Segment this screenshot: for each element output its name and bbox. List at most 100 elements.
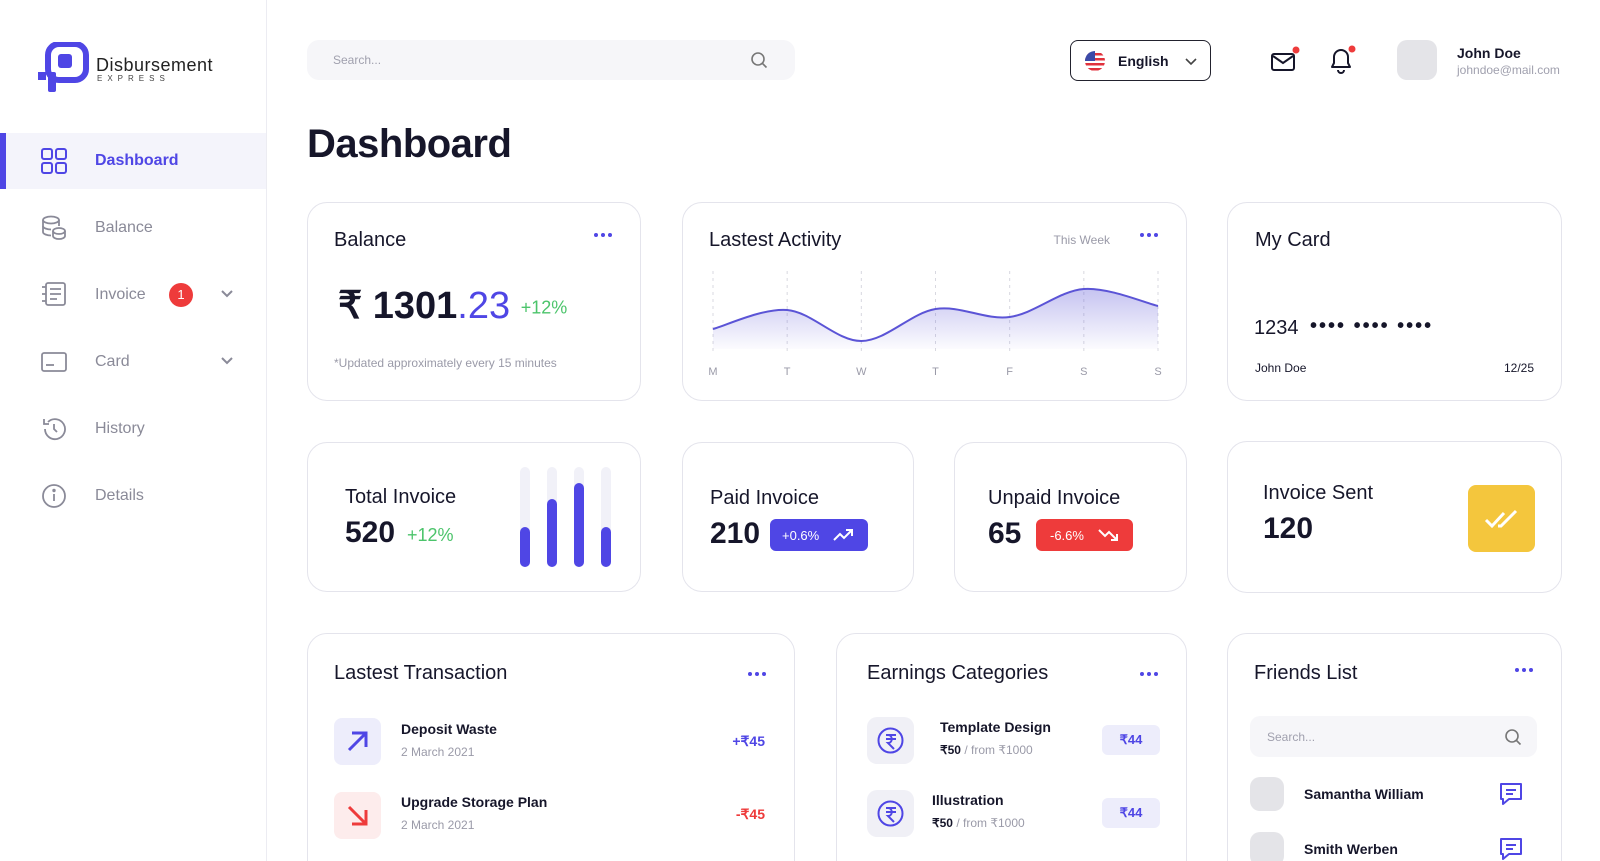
- transaction-amount: +₹45: [732, 733, 765, 749]
- friend-avatar: [1250, 777, 1284, 811]
- friend-name: Samantha William: [1304, 786, 1424, 802]
- sent-icon: [1468, 485, 1535, 552]
- amount-decimal: .23: [457, 285, 511, 327]
- bar: [547, 499, 557, 567]
- transaction-name: Upgrade Storage Plan: [401, 794, 548, 810]
- x-tick-label: M: [708, 366, 717, 378]
- card-title: Balance: [334, 229, 407, 251]
- balance-note: *Updated approximately every 15 minutes: [334, 356, 557, 370]
- nav-icon: [43, 418, 66, 441]
- nav-label: Details: [95, 487, 144, 504]
- nav-label: Dashboard: [95, 152, 179, 169]
- nav-icon: [42, 484, 66, 508]
- brand-name: Disbursement: [96, 55, 214, 75]
- category-name: Template Design: [940, 719, 1051, 735]
- menu-button[interactable]: [748, 672, 766, 678]
- language-select[interactable]: English: [1070, 40, 1211, 81]
- flag-icon: [1085, 51, 1105, 71]
- nav-item[interactable]: Card: [0, 334, 266, 390]
- card-title: My Card: [1255, 229, 1331, 251]
- nav-item[interactable]: Balance: [0, 200, 266, 256]
- trend-down-icon: [1098, 529, 1118, 541]
- currency-symbol: ₹: [338, 285, 363, 327]
- trend-up-icon: [833, 529, 853, 541]
- invoice-value: 120: [1263, 512, 1314, 545]
- x-tick-label: T: [932, 366, 939, 378]
- transaction-icon: [334, 792, 381, 839]
- menu-button[interactable]: [1140, 233, 1158, 239]
- rupee-icon: [877, 800, 904, 827]
- search-placeholder: Search...: [1267, 730, 1316, 744]
- unpaid-invoice-card: Unpaid Invoice 65 -6.6%: [954, 442, 1187, 592]
- change-badge: -6.6%: [1036, 519, 1133, 551]
- logo-icon: [38, 42, 89, 92]
- sidebar: Disbursement EXPRESS Dashboard Balance I…: [0, 0, 267, 861]
- price-from: / from ₹1000: [964, 743, 1033, 757]
- chat-button[interactable]: [1497, 780, 1525, 808]
- arrow-up-icon: [347, 731, 368, 752]
- arrow-down-icon: [347, 805, 368, 826]
- invoice-value: 520: [345, 516, 396, 549]
- nav-item[interactable]: History: [0, 401, 266, 457]
- change-label: -6.6%: [1050, 528, 1084, 543]
- nav-item[interactable]: Dashboard: [0, 133, 266, 189]
- card-title: Paid Invoice: [710, 487, 819, 509]
- x-tick-label: T: [784, 366, 791, 378]
- nav-label: Card: [95, 353, 130, 370]
- period-label[interactable]: This Week: [1053, 233, 1110, 247]
- card-title: Total Invoice: [345, 486, 457, 508]
- category-name: Illustration: [932, 792, 1004, 808]
- notification-button[interactable]: [1327, 44, 1357, 76]
- search-icon: [751, 52, 768, 69]
- chevron[interactable]: [220, 356, 234, 366]
- bar: [520, 527, 530, 567]
- activity-area: [713, 288, 1158, 349]
- transaction-amount: -₹45: [735, 806, 765, 822]
- price-from: / from ₹1000: [956, 816, 1025, 830]
- menu-button[interactable]: [1140, 672, 1158, 678]
- nav-icon: [41, 352, 67, 372]
- bar: [574, 483, 584, 567]
- mail-button[interactable]: [1270, 46, 1300, 76]
- card-title: Unpaid Invoice: [988, 487, 1121, 509]
- card-title: Friends List: [1254, 662, 1358, 684]
- card-title: Lastest Transaction: [334, 662, 508, 684]
- nav-item[interactable]: Details: [0, 468, 266, 524]
- category-badge: ₹44: [1102, 798, 1160, 828]
- menu-button[interactable]: [594, 233, 612, 239]
- rupee-icon: [877, 727, 904, 754]
- category-price: ₹50 / from ₹1000: [940, 743, 1033, 757]
- transactions-card: Lastest Transaction Deposit Waste 2 Marc…: [307, 633, 795, 861]
- search-icon: [1505, 729, 1522, 746]
- total-invoice-card: Total Invoice 520 +12%: [307, 442, 641, 592]
- balance-amount: ₹ 1301.23 +12%: [338, 283, 567, 328]
- invoice-bar-chart: [520, 467, 611, 567]
- card-title: Invoice Sent: [1263, 482, 1374, 504]
- nav-item[interactable]: Invoice 1: [0, 267, 266, 323]
- price: ₹50: [932, 816, 953, 830]
- transaction-date: 2 March 2021: [401, 818, 475, 832]
- price: ₹50: [940, 743, 961, 757]
- search-bar[interactable]: Search...: [307, 40, 795, 80]
- chevron[interactable]: [220, 289, 234, 299]
- friend-avatar: [1250, 832, 1284, 861]
- invoice-value: 210: [710, 517, 761, 550]
- invoice-change: +12%: [407, 525, 454, 545]
- user-avatar[interactable]: [1397, 40, 1437, 80]
- my-card: My Card 1234 •••• •••• •••• John Doe 12/…: [1227, 202, 1562, 401]
- chevron: [1185, 58, 1197, 66]
- user-email: johndoe@mail.com: [1457, 63, 1560, 77]
- x-tick-label: S: [1154, 366, 1161, 378]
- change-label: +0.6%: [782, 528, 820, 543]
- nav-icon: [42, 282, 66, 306]
- chat-button[interactable]: [1497, 835, 1525, 861]
- x-tick-label: W: [856, 366, 867, 378]
- menu-button[interactable]: [1515, 668, 1533, 674]
- friends-search[interactable]: Search...: [1250, 716, 1537, 757]
- nav-label: History: [95, 420, 145, 437]
- bar: [601, 527, 611, 567]
- nav-label: Invoice: [95, 286, 146, 303]
- category-icon: [867, 790, 914, 837]
